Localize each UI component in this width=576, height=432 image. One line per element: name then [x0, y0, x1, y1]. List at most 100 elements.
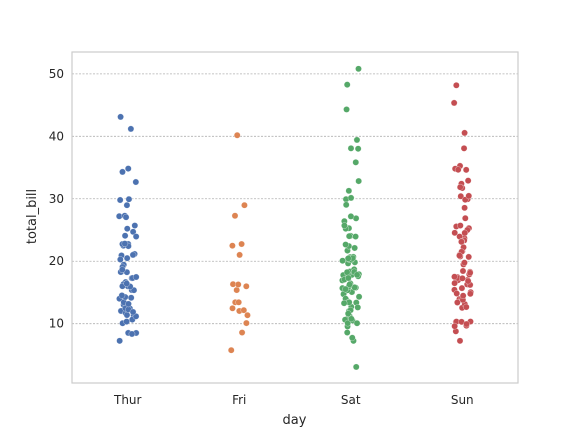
- data-point-sat: [346, 281, 353, 288]
- y-tick-label: 40: [49, 129, 64, 143]
- data-point-thur: [129, 251, 137, 259]
- data-point-sun: [463, 303, 470, 311]
- x-tick-labels: Thur Fri Sat Sun: [113, 393, 474, 407]
- data-point-fri: [243, 283, 250, 290]
- data-point-sat: [355, 293, 363, 300]
- data-point-sun: [450, 99, 458, 107]
- y-tick-label: 30: [49, 192, 64, 206]
- data-point-thur: [123, 311, 131, 319]
- data-point-sun: [459, 275, 466, 282]
- data-point-thur: [117, 113, 124, 121]
- data-point-sun: [451, 229, 458, 237]
- x-tick-label-thur: Thur: [113, 393, 142, 407]
- data-point-sun: [460, 145, 468, 152]
- data-point-sat: [344, 255, 352, 262]
- data-point-fri: [244, 311, 251, 319]
- data-point-sun: [456, 337, 464, 345]
- data-point-fri: [241, 201, 248, 209]
- data-point-sun: [454, 166, 462, 173]
- data-point-sun: [461, 259, 468, 266]
- data-point-sat: [355, 177, 362, 185]
- data-point-thur: [127, 294, 135, 301]
- data-point-thur: [125, 300, 132, 308]
- data-point-thur: [131, 222, 139, 229]
- y-tick-label: 20: [49, 254, 64, 268]
- data-point-sun: [458, 238, 465, 246]
- data-point-sun: [454, 299, 461, 306]
- data-point-sun: [459, 292, 467, 299]
- data-point-sat: [354, 145, 362, 152]
- data-point-sat: [353, 136, 361, 144]
- data-point-fri: [243, 319, 250, 327]
- data-point-sun: [465, 192, 473, 200]
- data-point-sat: [342, 285, 349, 293]
- x-tick-label-sun: Sun: [451, 393, 474, 407]
- data-point-sun: [458, 284, 466, 292]
- data-point-thur: [124, 225, 131, 232]
- data-point-sun: [451, 273, 458, 281]
- data-point-thur: [118, 292, 126, 299]
- data-point-sat: [343, 329, 351, 336]
- data-point-sat: [341, 222, 348, 229]
- data-point-sat: [345, 274, 352, 282]
- data-point-thur: [132, 178, 140, 186]
- data-point-sat: [343, 268, 351, 276]
- data-point-sun: [467, 290, 474, 298]
- data-point-sun: [465, 253, 472, 261]
- data-point-sat: [342, 241, 349, 248]
- data-point-sat: [352, 159, 360, 166]
- data-point-sun: [466, 269, 474, 277]
- data-point-thur: [116, 212, 123, 220]
- axes-frame: [71, 51, 519, 384]
- data-point-thur: [123, 201, 131, 209]
- data-point-fri: [238, 240, 245, 248]
- data-point-sun: [461, 204, 468, 212]
- data-point-thur: [121, 240, 129, 247]
- data-point-sun: [461, 229, 468, 237]
- data-point-sat: [345, 232, 353, 240]
- data-point-thur: [122, 213, 130, 221]
- data-point-sat: [355, 65, 362, 73]
- data-point-sat: [344, 319, 351, 327]
- data-point-sat: [347, 194, 355, 202]
- data-point-thur: [125, 195, 133, 203]
- data-point-sat: [352, 363, 360, 371]
- data-point-thur: [129, 228, 137, 236]
- data-point-sat: [351, 244, 358, 252]
- data-point-sun: [457, 193, 465, 200]
- data-point-sun: [451, 322, 458, 330]
- data-point-thur: [121, 232, 129, 239]
- data-point-sat: [340, 299, 348, 307]
- data-point-sun: [462, 166, 470, 174]
- y-axis-label: total_bill: [25, 189, 40, 244]
- data-point-thur: [125, 165, 132, 172]
- data-point-thur: [129, 308, 137, 316]
- y-tick-label: 50: [49, 67, 64, 81]
- data-point-sun: [464, 177, 472, 184]
- data-point-sat: [353, 271, 361, 279]
- data-point-sat: [345, 187, 353, 195]
- data-point-thur: [128, 330, 136, 338]
- data-point-thur: [116, 337, 123, 345]
- data-point-sun: [453, 290, 460, 297]
- data-point-thur: [119, 266, 126, 273]
- data-point-thur: [117, 256, 124, 263]
- data-point-fri: [238, 329, 246, 336]
- data-point-fri: [234, 281, 242, 288]
- x-tick-label-fri: Fri: [232, 393, 246, 407]
- data-point-fri: [227, 346, 235, 354]
- data-point-sat: [354, 304, 362, 311]
- data-point-fri: [233, 286, 240, 294]
- data-points: [116, 65, 474, 371]
- y-tick-labels: 10 20 30 40 50: [49, 67, 64, 331]
- data-point-sat: [352, 233, 359, 240]
- data-point-sun: [459, 267, 467, 275]
- data-point-sat: [347, 145, 355, 152]
- data-point-thur: [132, 273, 140, 281]
- data-point-thur: [119, 168, 126, 176]
- data-point-thur: [123, 280, 130, 287]
- data-point-fri: [235, 299, 242, 306]
- data-point-sun: [456, 183, 464, 191]
- data-point-sun: [462, 214, 469, 222]
